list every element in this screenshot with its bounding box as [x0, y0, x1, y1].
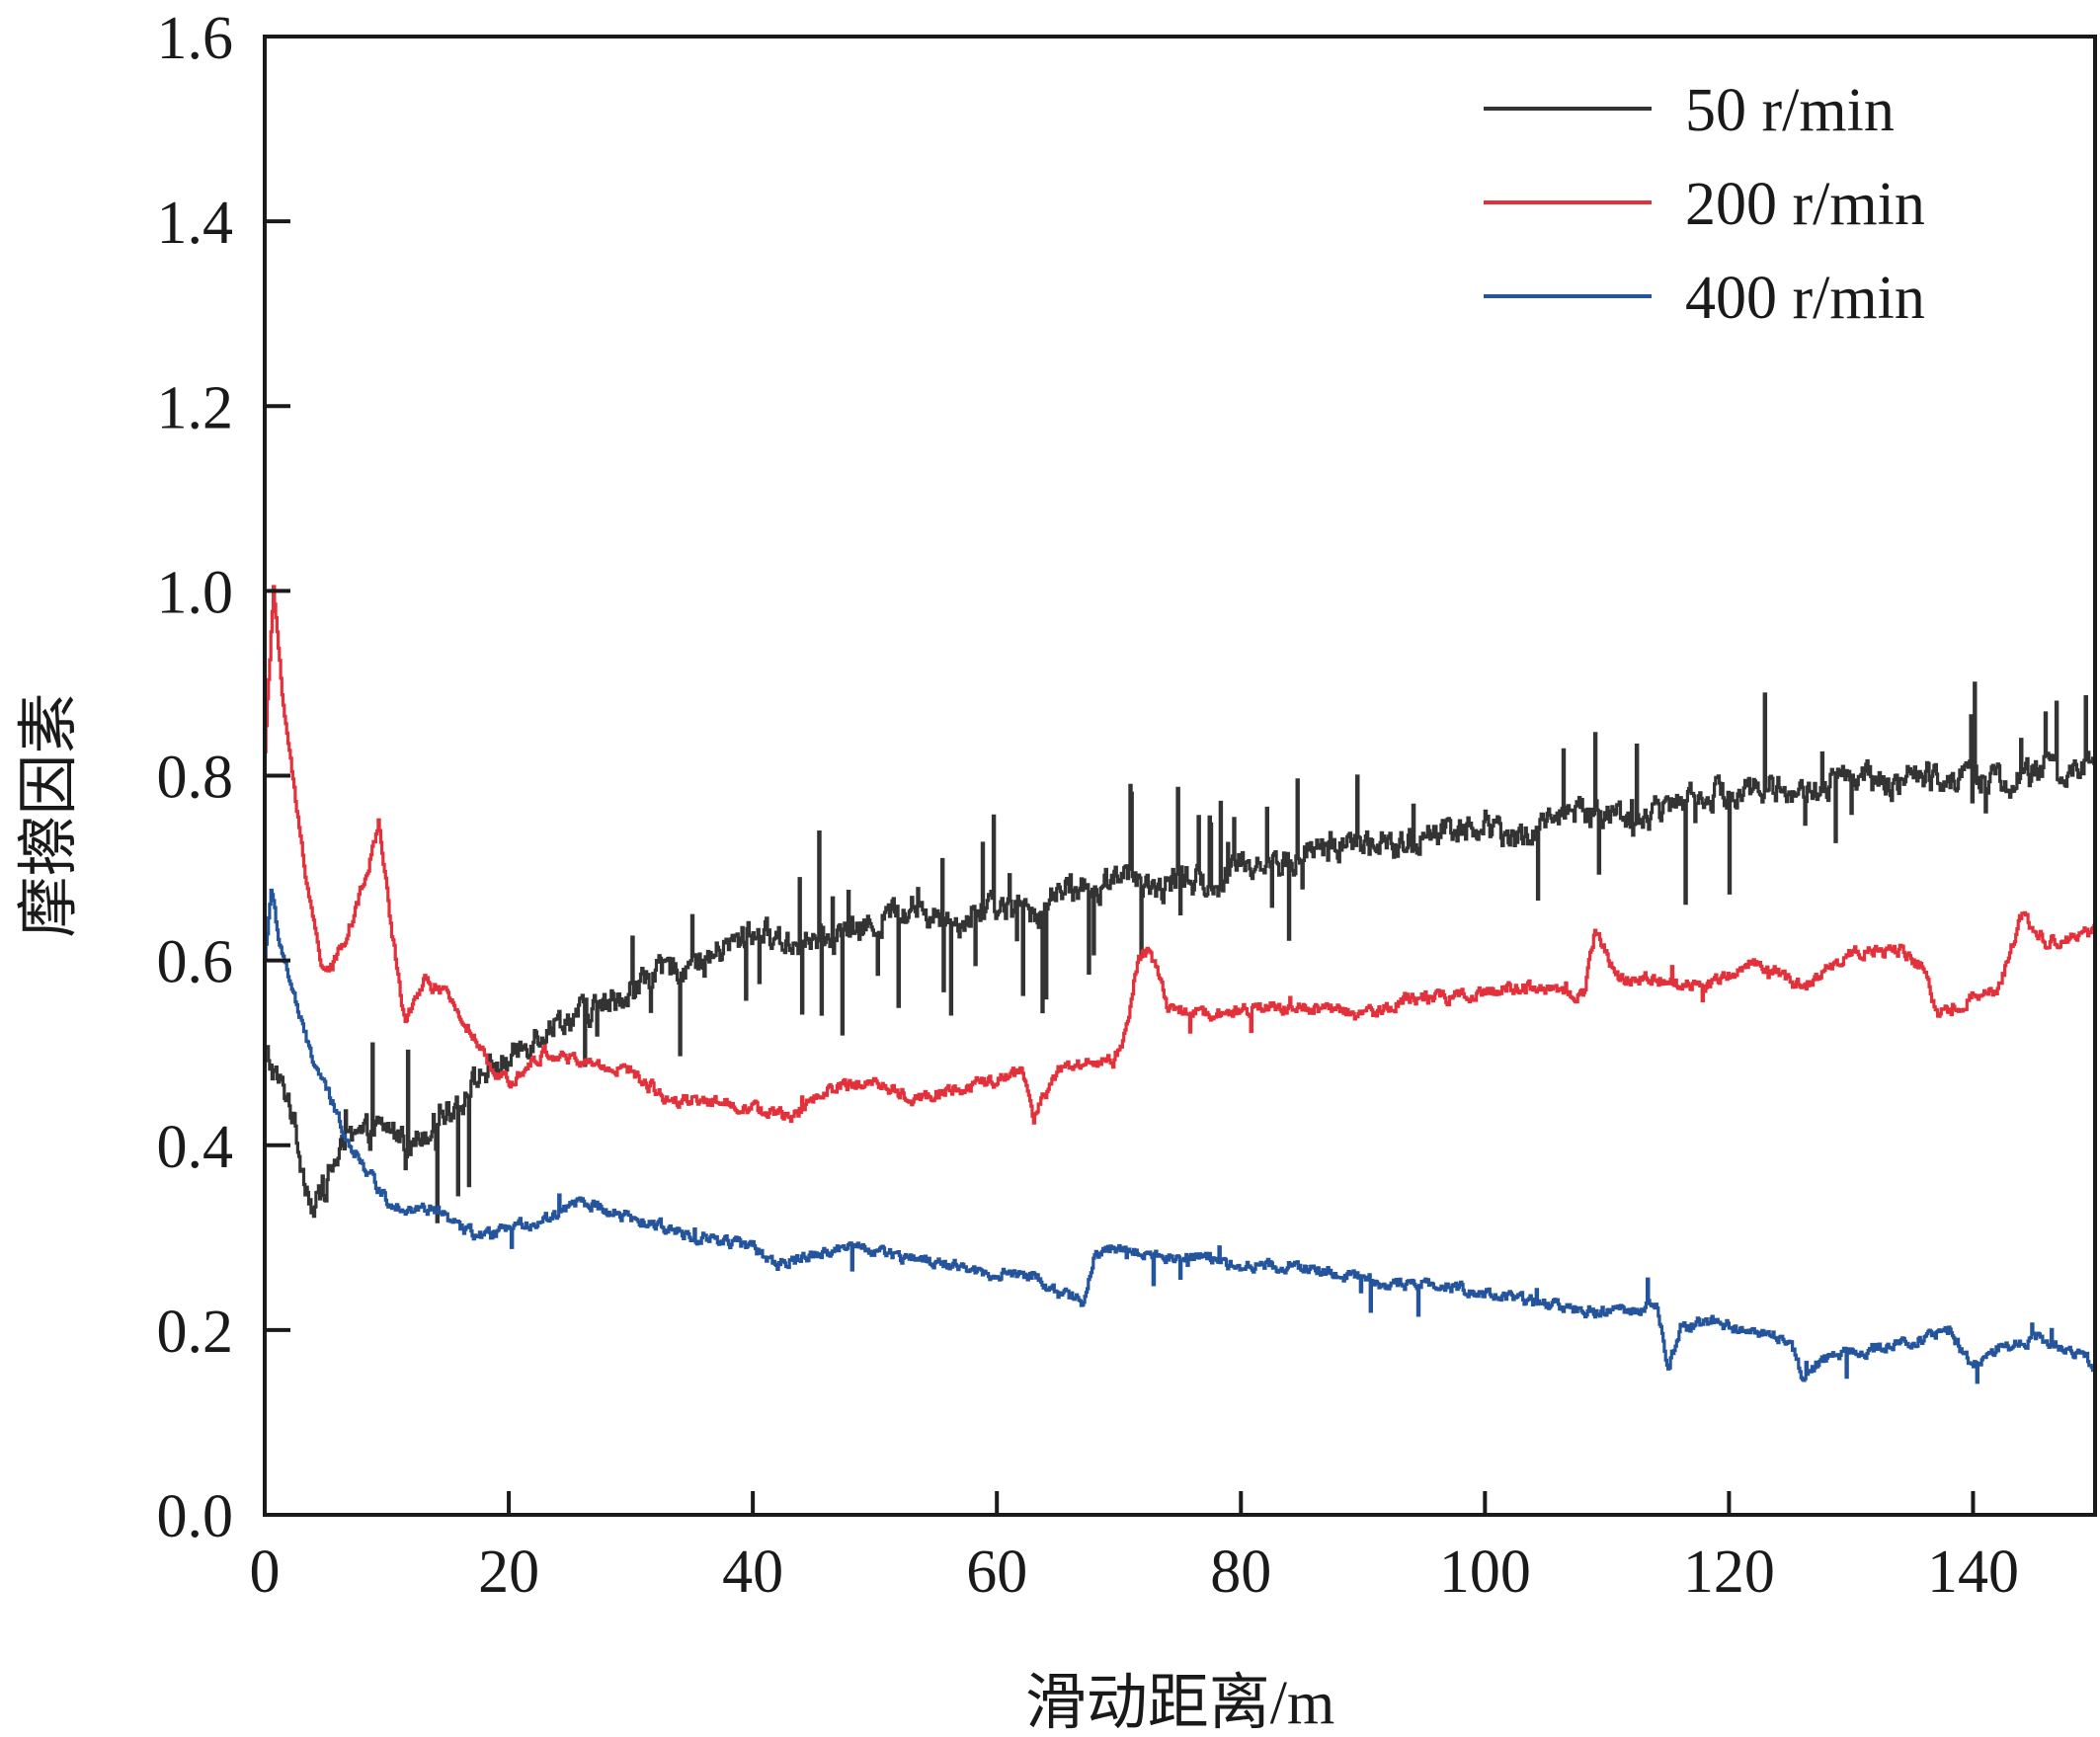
- y-tick-label: 0.2: [157, 1299, 234, 1366]
- x-tick-label: 0: [250, 1539, 281, 1606]
- x-tick-label: 60: [966, 1539, 1027, 1606]
- y-tick-label: 0.6: [157, 929, 234, 996]
- x-tick-label: 40: [722, 1539, 783, 1606]
- x-tick-label: 120: [1683, 1539, 1775, 1606]
- legend: 50 r/min 200 r/min 400 r/min: [1484, 77, 1925, 332]
- x-axis-title: 滑动距离/m: [1025, 1670, 1334, 1737]
- legend-label-1: 50 r/min: [1685, 77, 1895, 144]
- y-tick-label: 1.6: [157, 5, 234, 72]
- y-tick-label: 1.0: [157, 559, 234, 626]
- x-tick-label: 20: [478, 1539, 539, 1606]
- y-tick-label: 0.8: [157, 745, 234, 812]
- tick-layer: [265, 219, 1976, 1515]
- x-tick-label: 80: [1210, 1539, 1271, 1606]
- tick-label-layer: 0 20 40 60 80 100 120 140 0.0 0.2 0.4 0.6 0.8 1.0 1.2 1…: [157, 5, 2019, 1606]
- legend-label-2: 200 r/min: [1685, 171, 1925, 238]
- x-tick-label: 100: [1439, 1539, 1531, 1606]
- x-tick-label: 140: [1927, 1539, 2019, 1606]
- y-axis-title: 摩擦因素: [16, 692, 83, 937]
- series-line-1: [264, 681, 2097, 1224]
- series-line-3: [264, 888, 2097, 1384]
- y-tick-label: 0.4: [157, 1114, 234, 1181]
- series-layer: [264, 585, 2097, 1384]
- y-tick-label: 0.0: [157, 1483, 234, 1550]
- legend-label-3: 400 r/min: [1685, 265, 1925, 332]
- series-line-2: [264, 585, 2097, 1125]
- y-tick-label: 1.4: [157, 190, 234, 257]
- y-tick-label: 1.2: [157, 374, 234, 441]
